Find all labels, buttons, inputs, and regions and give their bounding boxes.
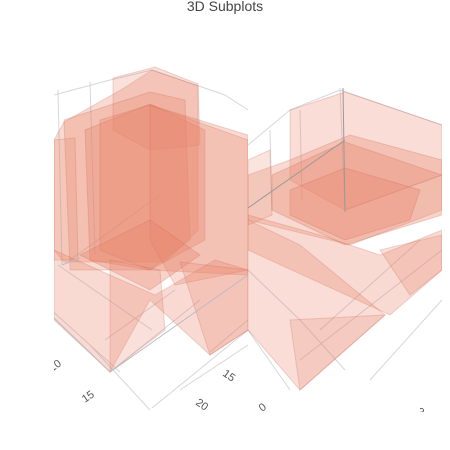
right-axis-lines [248, 87, 346, 213]
left-tick-y-15: 15 [220, 368, 237, 385]
right-tick-0: 0 [257, 401, 269, 414]
right-surfaces [248, 91, 442, 391]
right-grid [248, 87, 442, 391]
left-scene[interactable]: 10 15 15 20 [40, 66, 248, 414]
right-tick-2: 2 [414, 406, 426, 419]
chart-title: 3D Subplots [186, 0, 264, 14]
left-tick-y-20: 20 [193, 397, 210, 414]
left-tick-x-15: 15 [80, 389, 97, 406]
left-axis-lines [54, 257, 248, 373]
left-surfaces [54, 66, 248, 374]
right-scene[interactable]: 0 2 [248, 87, 442, 419]
left-grid [54, 69, 248, 411]
left-tick-x-10: 10 [47, 358, 64, 375]
